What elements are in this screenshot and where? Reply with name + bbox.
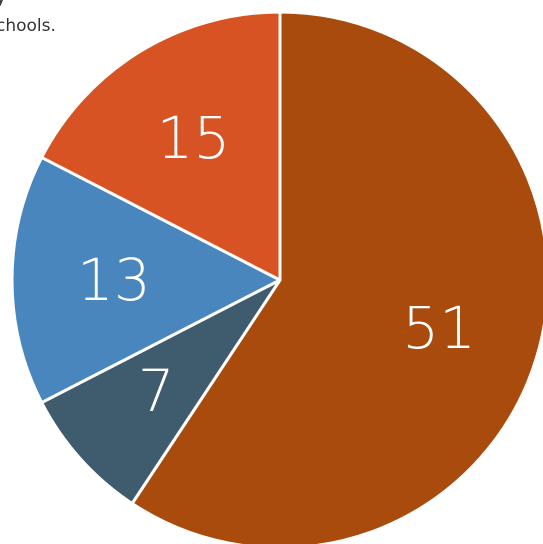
chart-caption: y chools.: [0, 0, 166, 44]
pie-slice-51: [130, 10, 543, 544]
pie-slice-label-7: 7: [138, 357, 175, 425]
pie-slice-label-13: 13: [77, 246, 151, 314]
caption-line-1: y: [0, 0, 6, 9]
pie-slice-7: [40, 278, 282, 506]
caption-line-2: chools.: [0, 16, 56, 36]
pie-slice-label-15: 15: [157, 104, 231, 172]
pie-slice-labels: 51 7 13 15: [77, 104, 476, 425]
pie-slice-15: [40, 10, 282, 282]
pie-slices: [10, 10, 543, 544]
pie-slice-label-51: 51: [402, 294, 476, 362]
pie-slice-13: [10, 155, 282, 405]
